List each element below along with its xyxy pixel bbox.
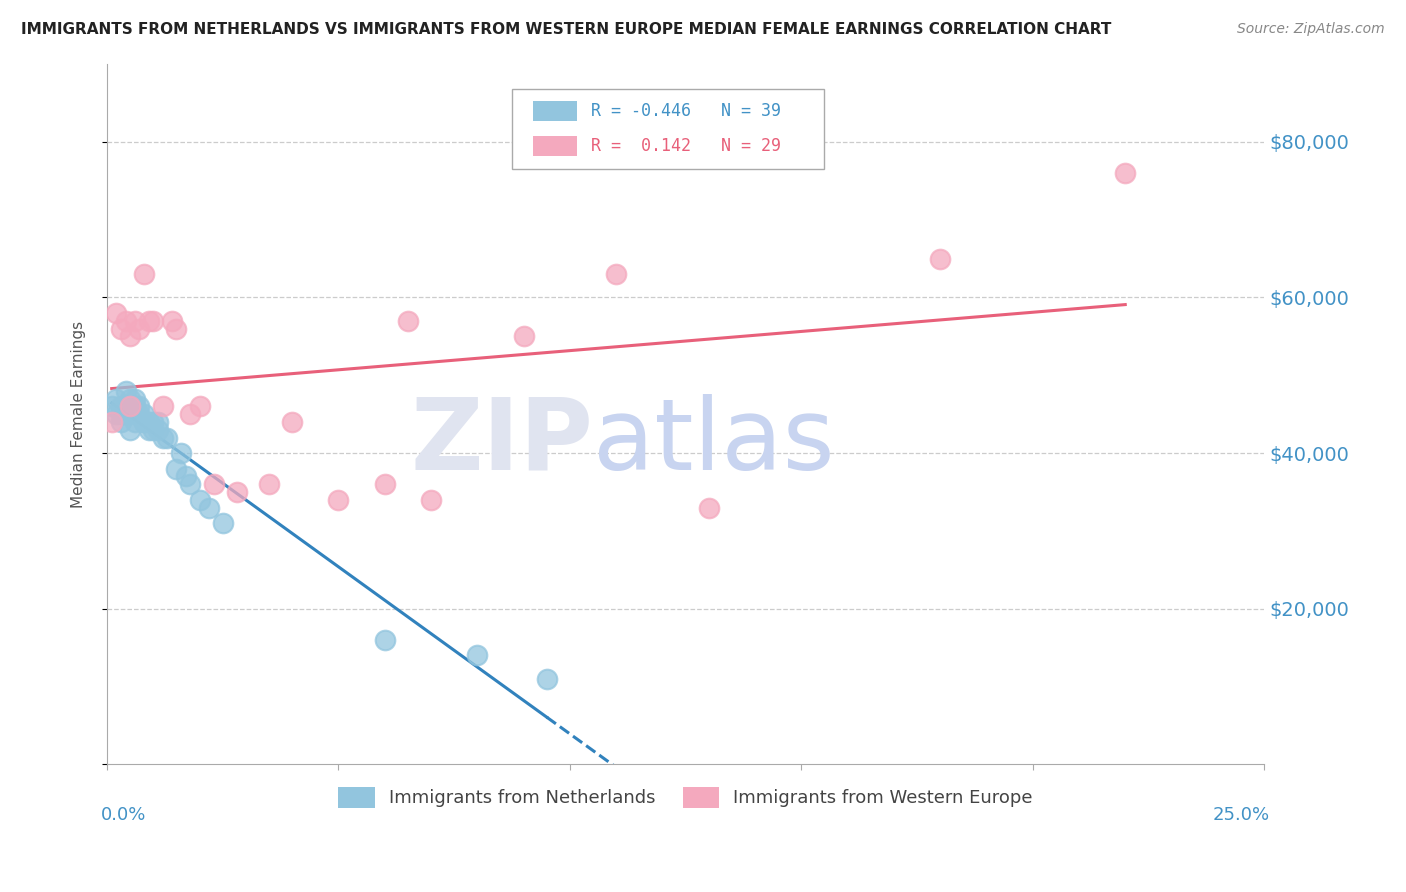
Text: ZIP: ZIP [411, 393, 593, 491]
Point [142, 423, 165, 437]
Bar [533, 101, 576, 120]
Point [605, 267, 627, 281]
Point [536, 672, 558, 686]
Point [170, 446, 193, 460]
Point [100, 415, 122, 429]
Text: R = -0.446   N = 39: R = -0.446 N = 39 [591, 102, 780, 120]
Point [120, 400, 142, 414]
Point [128, 407, 150, 421]
Point [110, 415, 132, 429]
Point [110, 321, 132, 335]
Text: R =  0.142   N = 29: R = 0.142 N = 29 [591, 137, 780, 155]
Point [132, 267, 155, 281]
Point [211, 516, 233, 530]
Point [138, 423, 160, 437]
Point [105, 407, 128, 421]
Point [120, 423, 142, 437]
Point [110, 400, 132, 414]
Text: 0.0%: 0.0% [101, 806, 146, 824]
Point [142, 314, 165, 328]
Point [120, 400, 142, 414]
Point [124, 314, 146, 328]
Point [188, 400, 211, 414]
Text: atlas: atlas [593, 393, 835, 491]
Point [120, 407, 142, 421]
Point [128, 400, 150, 414]
Point [124, 400, 146, 414]
Point [142, 415, 165, 429]
Point [138, 415, 160, 429]
Point [152, 400, 174, 414]
Point [225, 485, 247, 500]
Y-axis label: Median Female Earnings: Median Female Earnings [72, 320, 86, 508]
Point [202, 477, 225, 491]
Text: Source: ZipAtlas.com: Source: ZipAtlas.com [1237, 22, 1385, 37]
Point [105, 392, 128, 406]
Point [281, 415, 304, 429]
Point [146, 423, 169, 437]
Point [114, 407, 136, 421]
Text: IMMIGRANTS FROM NETHERLANDS VS IMMIGRANTS FROM WESTERN EUROPE MEDIAN FEMALE EARN: IMMIGRANTS FROM NETHERLANDS VS IMMIGRANT… [21, 22, 1112, 37]
Point [100, 400, 122, 414]
Point [396, 314, 419, 328]
Point [146, 415, 169, 429]
Legend: Immigrants from Netherlands, Immigrants from Western Europe: Immigrants from Netherlands, Immigrants … [332, 780, 1040, 814]
Point [156, 430, 179, 444]
Point [114, 400, 136, 414]
Point [174, 469, 197, 483]
Point [166, 321, 188, 335]
Point [152, 430, 174, 444]
Point [179, 407, 201, 421]
Point [374, 632, 396, 647]
Point [465, 648, 488, 663]
Point [166, 461, 188, 475]
Point [188, 492, 211, 507]
Point [124, 392, 146, 406]
Point [160, 314, 183, 328]
Point [132, 407, 155, 421]
Point [120, 329, 142, 343]
Point [120, 392, 142, 406]
Point [420, 492, 443, 507]
Point [179, 477, 201, 491]
Point [138, 314, 160, 328]
Point [124, 415, 146, 429]
Point [132, 415, 155, 429]
Point [132, 415, 155, 429]
Point [328, 492, 350, 507]
Point [697, 500, 720, 515]
Point [114, 384, 136, 398]
Text: 25.0%: 25.0% [1213, 806, 1270, 824]
Bar [533, 136, 576, 156]
Point [114, 314, 136, 328]
Point [198, 500, 221, 515]
Point [257, 477, 280, 491]
Point [110, 407, 132, 421]
Point [105, 306, 128, 320]
FancyBboxPatch shape [512, 88, 824, 169]
Point [512, 329, 534, 343]
Point [929, 252, 952, 266]
Point [128, 321, 150, 335]
Point [374, 477, 396, 491]
Point [1114, 166, 1136, 180]
